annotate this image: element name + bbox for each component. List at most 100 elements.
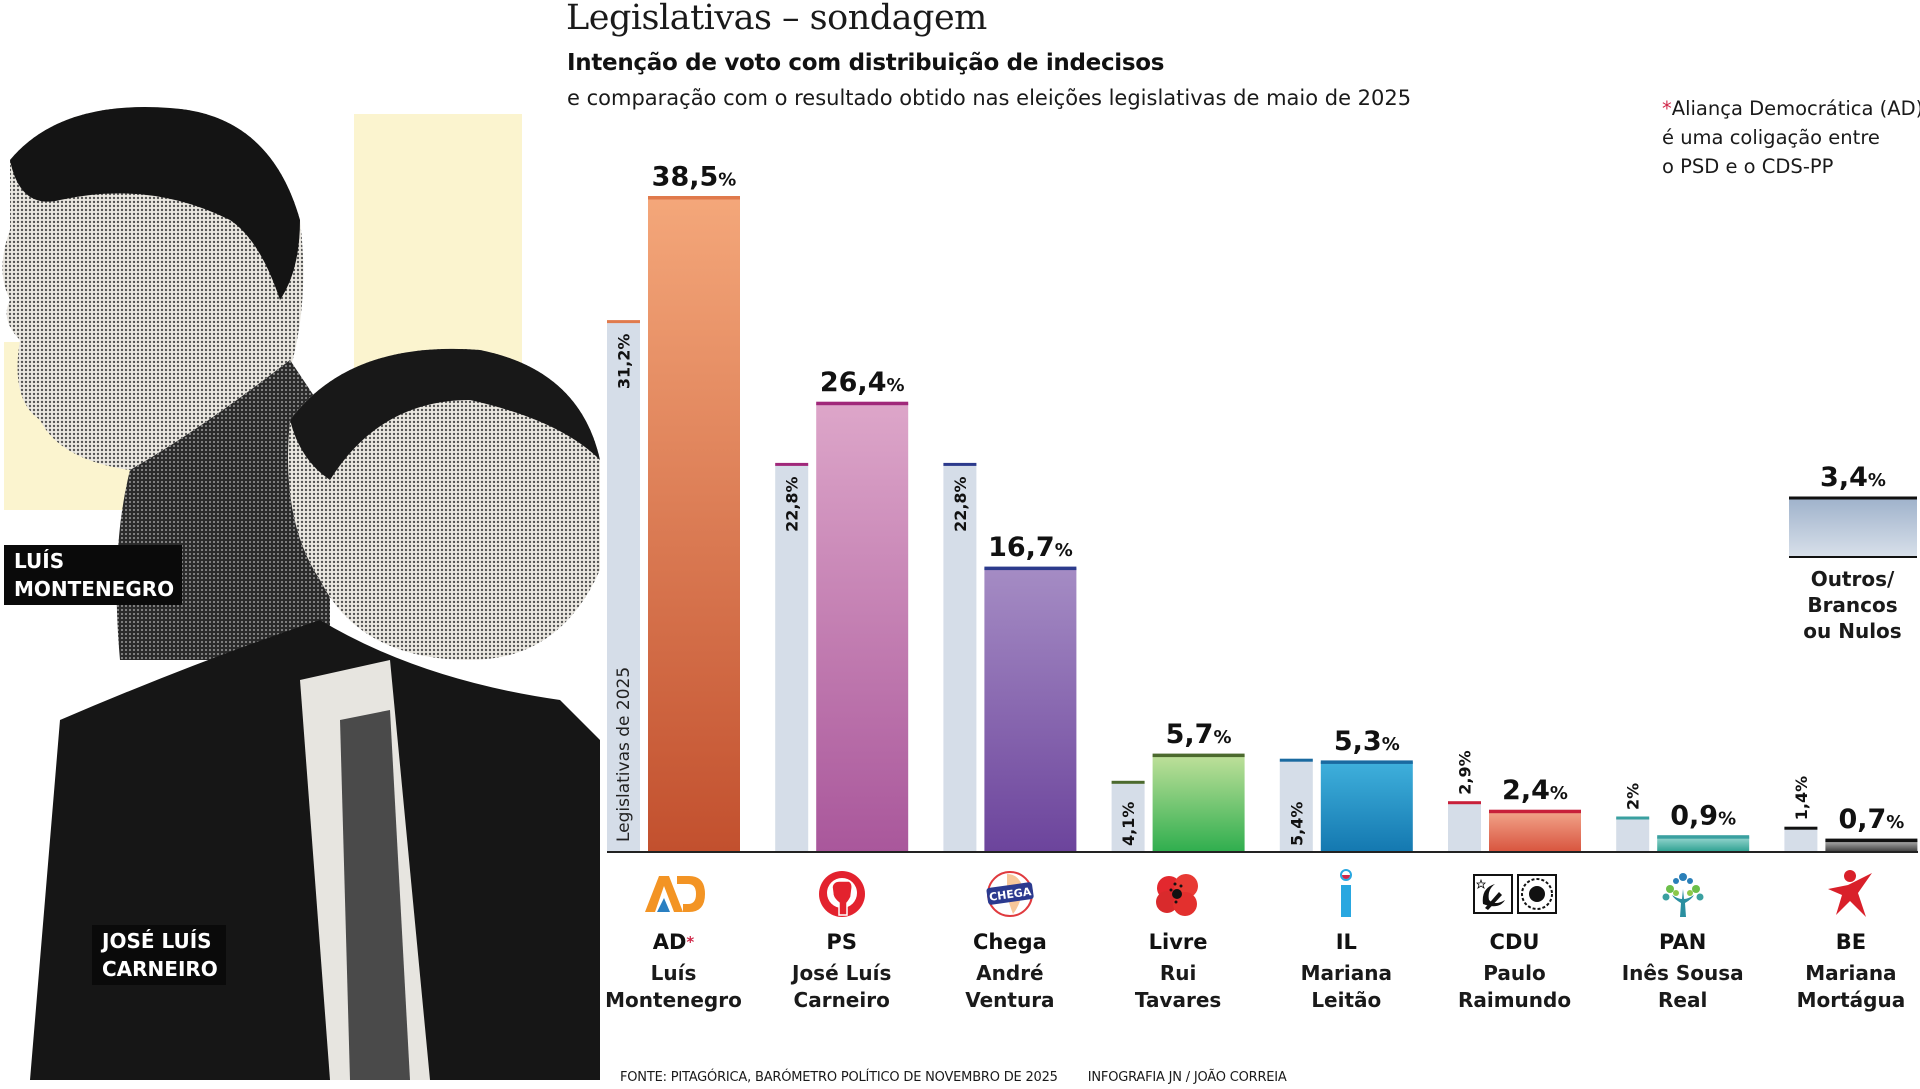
bar-2025-cap <box>1616 816 1650 820</box>
bar-2025-value-label: 22,8% <box>951 476 970 532</box>
bar-group-pan: 2% 0,9% <box>1616 783 1750 852</box>
bar-group-ps: 22,8% 26,4% <box>775 367 909 852</box>
party-label-ad: AD* Luís Montenegro <box>589 866 759 1014</box>
party-leader: José Luís Carneiro <box>792 961 892 1012</box>
other-category-label: Outros/ Brancos ou Nulos <box>1785 566 1920 644</box>
bar-2025-value-label: 31,2% <box>615 334 634 390</box>
party-abbreviation: AD* <box>652 930 695 954</box>
bar-2025-chega <box>943 464 977 852</box>
bar-2025-cap <box>1279 758 1313 762</box>
footnote-star: * <box>1662 97 1672 120</box>
chega-logo-icon: CHEGA <box>925 866 1095 922</box>
party-leader: Rui Tavares <box>1134 961 1222 1012</box>
bar-2025-cap <box>607 320 640 324</box>
party-abbreviation: PS <box>826 930 857 954</box>
party-abbreviation: IL <box>1335 930 1357 954</box>
pan-tree-logo-icon <box>1598 866 1768 922</box>
livre-poppy-logo-icon <box>1093 866 1263 922</box>
bar-2025-cdu <box>1448 802 1481 852</box>
party-leader: André Ventura <box>965 961 1055 1012</box>
other-label-line: Outros/ <box>1810 567 1895 591</box>
bar-poll-cap <box>816 401 909 406</box>
name-label-carneiro: JOSÉ LUÍS CARNEIRO <box>92 925 226 985</box>
footnote-line: é uma coligação entre <box>1662 126 1880 149</box>
other-bar-group: 3,4% <box>1789 462 1917 558</box>
bar-group-il: 5,4% 5,3% <box>1279 726 1413 852</box>
bar-2025-value-label: 2,9% <box>1456 750 1475 794</box>
party-label-il: IL Mariana Leitão <box>1261 866 1431 1014</box>
bar-group-livre: 4,1% 5,7% <box>1111 719 1245 852</box>
bar-2025-ad <box>607 321 640 853</box>
party-leader: Mariana Mortágua <box>1796 961 1906 1012</box>
cdu-logo-icon <box>1430 866 1600 922</box>
footnote-line: o PSD e o CDS-PP <box>1662 155 1834 178</box>
name-label-montenegro: LUÍS MONTENEGRO <box>4 545 183 605</box>
bar-poll-cap <box>1152 753 1245 758</box>
bar-poll-cap <box>648 196 740 200</box>
other-label-line: Brancos <box>1807 593 1898 617</box>
footer: FONTE: PITAGÓRICA, BARÓMETRO POLÍTICO DE… <box>620 1070 1287 1085</box>
bar-poll-cdu <box>1489 811 1581 852</box>
svg-text:CHEGA: CHEGA <box>988 885 1032 904</box>
bar-2025-pan <box>1616 818 1650 852</box>
bar-group-chega: 22,8% 16,7% <box>943 462 1077 852</box>
bar-poll-ps <box>816 403 909 852</box>
bar-poll-cap <box>984 566 1077 571</box>
other-bar-bottom-line <box>1789 556 1917 558</box>
ps-fist-logo-icon <box>757 866 927 922</box>
party-label-ps: PS José Luís Carneiro <box>757 866 927 1014</box>
name-line: LUÍS <box>14 549 65 573</box>
bar-2025-value-label: 22,8% <box>783 476 802 532</box>
name-line: MONTENEGRO <box>14 577 175 601</box>
bar-poll-cap <box>1320 760 1413 764</box>
bar-poll-livre <box>1152 755 1245 852</box>
bars-layer: 31,2% 38,5% 22,8% 26,4% 22,8% 16,7% 4,1% 5,7% 5,… <box>607 162 1918 853</box>
bar-2025-cap <box>943 462 977 466</box>
party-abbreviation: CDU <box>1489 930 1540 954</box>
ad-footnote: *Aliança Democrática (AD) é uma coligaçã… <box>1662 94 1920 181</box>
other-label-line: ou Nulos <box>1803 619 1902 643</box>
bar-2025-ps <box>775 464 809 852</box>
bar-2025-cap <box>1784 826 1818 830</box>
footnote-line: Aliança Democrática (AD) <box>1671 97 1920 120</box>
bar-2025-value-label: 2% <box>1624 783 1643 810</box>
footnote-star: * <box>686 933 695 951</box>
bar-poll-pan <box>1657 836 1750 852</box>
bar-2025-cap <box>1448 801 1481 805</box>
bar-2025-value-label: 1,4% <box>1792 776 1811 820</box>
bar-poll-value-label: 0,7% <box>1838 804 1904 835</box>
bar-poll-value-label: 38,5% <box>652 162 737 193</box>
name-line: CARNEIRO <box>102 957 218 981</box>
bar-poll-value-label: 26,4% <box>820 367 905 398</box>
party-abbreviation: Chega <box>972 930 1047 954</box>
party-label-cdu: CDU Paulo Raimundo <box>1430 866 1600 1014</box>
source-text: FONTE: PITAGÓRICA, BARÓMETRO POLÍTICO DE… <box>620 1070 1058 1085</box>
party-leader: Inês Sousa Real <box>1621 961 1744 1012</box>
bar-poll-il <box>1320 761 1413 852</box>
bar-poll-value-label: 5,7% <box>1166 719 1232 750</box>
ad-logo-icon <box>589 866 759 922</box>
party-leader: Luís Montenegro <box>605 961 742 1012</box>
bar-2025-cap <box>775 462 809 466</box>
bar-poll-cap <box>1657 835 1750 839</box>
chart-description: e comparação com o resultado obtido nas … <box>567 86 1412 110</box>
bar-2025-livre <box>1111 782 1145 852</box>
bar-poll-be <box>1825 840 1918 852</box>
bar-poll-cap <box>1489 809 1581 814</box>
bar-poll-value-label: 0,9% <box>1670 801 1736 832</box>
bar-poll-cap <box>1825 838 1918 843</box>
party-label-be: BE Mariana Mortágua <box>1766 866 1920 1014</box>
comparison-axis-label: Legislativas de 2025 <box>614 667 634 842</box>
party-label-livre: Livre Rui Tavares <box>1093 866 1263 1014</box>
bar-2025-value-label: 5,4% <box>1287 802 1306 846</box>
party-label-chega: CHEGA Chega André Ventura <box>925 866 1095 1014</box>
party-abbreviation: Livre <box>1148 930 1208 954</box>
chart-title: Legislativas – sondagem <box>566 0 987 38</box>
credit-text: INFOGRAFIA JN / JOÃO CORREIA <box>1087 1070 1287 1085</box>
party-leader: Paulo Raimundo <box>1457 961 1572 1012</box>
bar-poll-ad <box>648 197 740 852</box>
bar-poll-value-label: 16,7% <box>988 532 1073 563</box>
be-star-logo-icon <box>1766 866 1920 922</box>
bar-group-cdu: 2,9% 2,4% <box>1448 750 1581 852</box>
